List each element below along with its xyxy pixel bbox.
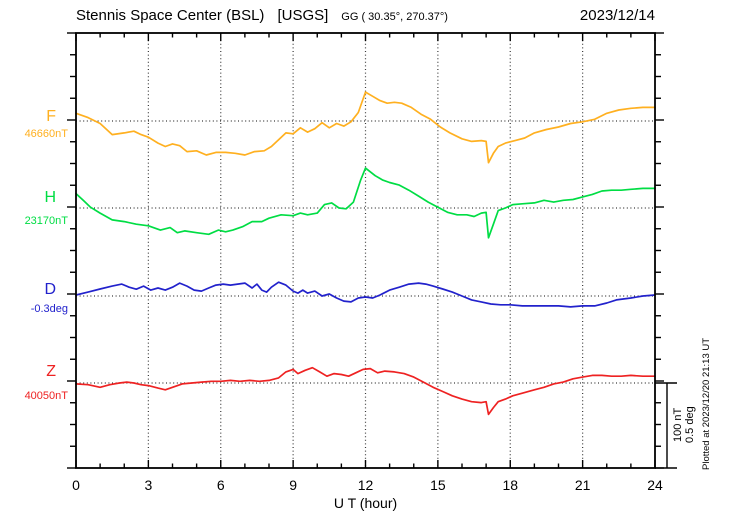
- x-tick-label: 0: [72, 477, 80, 493]
- trace-F: [75, 91, 656, 164]
- channel-value-h: 23170nT: [24, 215, 68, 227]
- x-tick-label: 21: [575, 477, 591, 493]
- x-axis-title: U T (hour): [334, 495, 397, 511]
- scale-bar-label: 100 nT 0.5 deg: [672, 406, 696, 444]
- title-row: Stennis Space Center (BSL) [USGS] GG ( 3…: [76, 7, 448, 24]
- station-title: Stennis Space Center (BSL): [76, 7, 265, 24]
- plot-date: 2023/12/14: [579, 7, 655, 24]
- channel-value-z: 40050nT: [24, 390, 68, 402]
- x-tick-label: 9: [289, 477, 297, 493]
- trace-Z: [75, 366, 656, 416]
- channel-label-h: H: [44, 189, 56, 206]
- x-tick-label: 24: [647, 477, 663, 493]
- trace-D: [75, 281, 656, 308]
- channel-value-d: -0.3deg: [30, 303, 68, 315]
- channel-label-z: Z: [46, 363, 56, 380]
- x-tick-label: 15: [430, 477, 446, 493]
- geographic-coordinates: GG ( 30.35°, 270.37°): [341, 11, 448, 23]
- plotted-at-timestamp: Plotted at 2023/12/20 21:13 UT: [701, 337, 712, 470]
- channel-label-d: D: [44, 281, 56, 298]
- trace-H: [75, 167, 656, 239]
- channel-value-f: 46660nT: [24, 128, 68, 140]
- channel-label-f: F: [46, 108, 56, 125]
- x-tick-label: 18: [502, 477, 518, 493]
- x-tick-label: 6: [217, 477, 225, 493]
- agency-label: [USGS]: [277, 7, 329, 24]
- x-tick-label: 3: [144, 477, 152, 493]
- x-tick-label: 12: [358, 477, 374, 493]
